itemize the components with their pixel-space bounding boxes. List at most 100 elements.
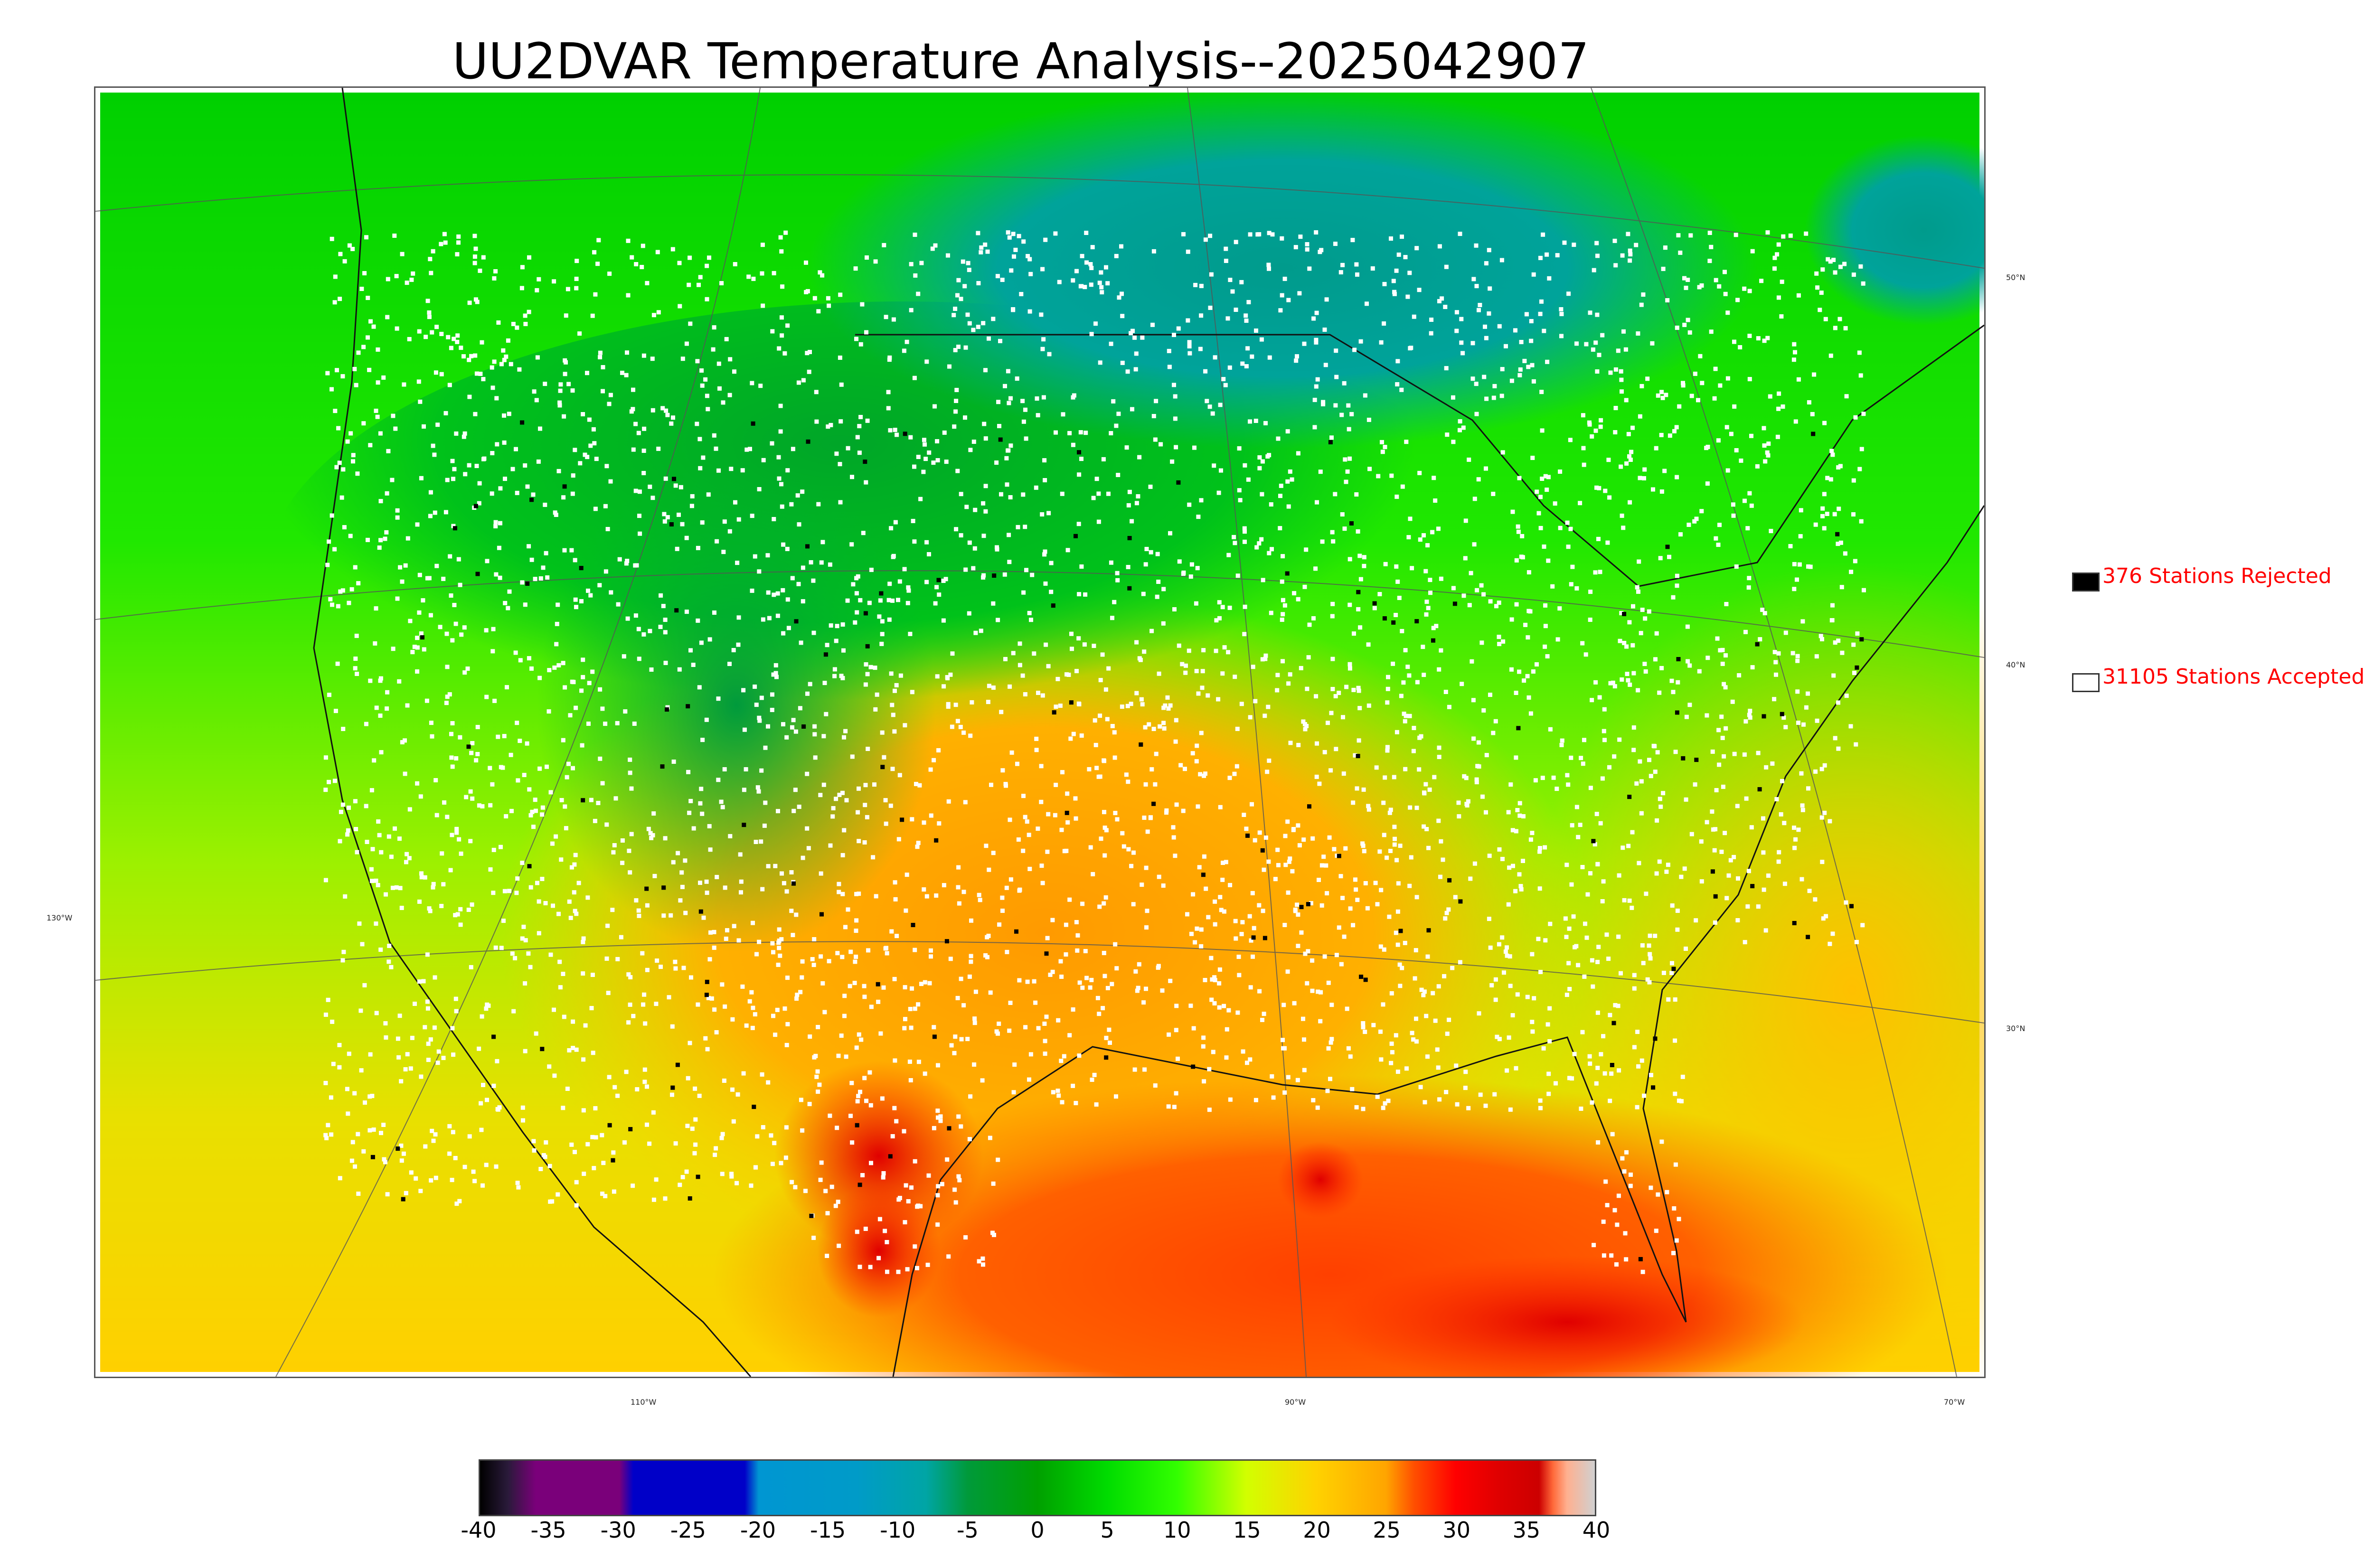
rejected-station-marker [1391, 620, 1396, 625]
rejected-station-marker [370, 1155, 375, 1159]
accepted-station-marker [1402, 712, 1406, 716]
accepted-station-marker [1558, 469, 1563, 474]
accepted-station-marker [1361, 1025, 1366, 1030]
accepted-station-marker [779, 1161, 783, 1165]
accepted-station-marker [371, 1127, 376, 1132]
accepted-station-marker [1040, 267, 1045, 272]
rejected-station-marker [805, 544, 810, 549]
accepted-station-marker [1366, 703, 1371, 708]
accepted-station-marker [1625, 672, 1630, 676]
accepted-station-marker [1166, 706, 1171, 711]
accepted-station-marker [1036, 826, 1040, 831]
accepted-station-marker [509, 808, 514, 813]
accepted-station-marker [632, 722, 637, 726]
accepted-station-marker [1415, 680, 1420, 685]
accepted-station-marker [829, 623, 833, 628]
accepted-station-marker [773, 1033, 778, 1037]
accepted-station-marker [1643, 616, 1648, 621]
accepted-station-marker [680, 884, 685, 889]
accepted-station-marker [473, 297, 478, 302]
accepted-station-marker [328, 597, 333, 601]
accepted-station-marker [756, 789, 761, 794]
accepted-station-marker [1319, 903, 1324, 908]
accepted-station-marker [924, 580, 929, 584]
accepted-station-marker [1401, 680, 1406, 685]
accepted-station-marker [1481, 708, 1486, 713]
rejected-station-marker [1151, 801, 1156, 806]
accepted-station-marker [1411, 749, 1416, 753]
accepted-station-marker [731, 648, 736, 652]
accepted-station-marker [1237, 446, 1242, 451]
accepted-station-marker [804, 260, 808, 265]
accepted-station-marker [1676, 680, 1680, 685]
accepted-station-marker [352, 366, 357, 371]
accepted-station-marker [650, 408, 655, 413]
accepted-station-marker [1602, 1071, 1607, 1076]
accepted-station-marker [1623, 1231, 1628, 1236]
accepted-station-marker [1622, 641, 1627, 645]
accepted-station-marker [1194, 601, 1198, 606]
accepted-station-marker [961, 730, 966, 735]
rejected-station-marker [1337, 854, 1341, 858]
rejected-station-marker [1431, 638, 1435, 643]
accepted-station-marker [563, 685, 567, 690]
colorbar-tick-label: 10 [1163, 1517, 1191, 1543]
accepted-station-marker [1543, 603, 1548, 608]
accepted-station-marker [1680, 1074, 1685, 1079]
accepted-station-marker [1337, 691, 1341, 695]
accepted-station-marker [386, 834, 391, 839]
accepted-station-marker [574, 286, 579, 291]
accepted-station-marker [563, 358, 567, 363]
accepted-station-marker [1532, 996, 1536, 1001]
accepted-station-marker [799, 640, 803, 645]
accepted-station-marker [902, 567, 907, 572]
accepted-station-marker [773, 663, 778, 667]
accepted-stations-label: 31105 Stations Accepted [2102, 665, 2365, 689]
accepted-station-marker [338, 839, 342, 844]
accepted-station-marker [553, 510, 557, 515]
accepted-station-marker [1830, 603, 1835, 608]
rejected-station-marker [1077, 450, 1081, 455]
accepted-station-marker [1857, 467, 1862, 471]
accepted-station-marker [858, 1089, 862, 1094]
accepted-station-marker [1541, 232, 1545, 237]
accepted-station-marker [330, 387, 334, 392]
accepted-station-marker [443, 411, 448, 415]
accepted-station-marker [1361, 1107, 1366, 1111]
accepted-station-marker [1428, 578, 1432, 582]
accepted-station-marker [863, 803, 867, 807]
accepted-station-marker [753, 554, 757, 559]
accepted-station-marker [1096, 519, 1101, 524]
accepted-station-marker [904, 1183, 908, 1188]
accepted-station-marker [1280, 293, 1284, 298]
accepted-station-marker [1290, 477, 1294, 482]
accepted-station-marker [501, 919, 506, 923]
accepted-station-marker [1745, 526, 1750, 531]
accepted-station-marker [1484, 261, 1488, 266]
accepted-station-marker [1296, 597, 1300, 601]
accepted-station-marker [905, 1267, 910, 1272]
accepted-station-marker [1513, 889, 1518, 893]
accepted-station-marker [1242, 813, 1246, 817]
accepted-station-marker [1176, 326, 1181, 331]
accepted-station-marker [1206, 915, 1211, 920]
accepted-station-marker [655, 250, 660, 254]
accepted-station-marker [1295, 354, 1299, 359]
accepted-station-marker [991, 685, 996, 690]
accepted-station-marker [1478, 303, 1482, 307]
accepted-station-marker [884, 821, 888, 826]
accepted-station-marker [1318, 250, 1322, 254]
accepted-station-marker [699, 787, 704, 791]
accepted-station-marker [1569, 582, 1573, 587]
accepted-station-marker [447, 692, 452, 697]
accepted-station-marker [1088, 845, 1093, 850]
accepted-station-marker [766, 590, 771, 595]
accepted-station-marker [1205, 399, 1209, 404]
accepted-station-marker [1302, 1068, 1307, 1072]
accepted-station-marker [1043, 549, 1047, 554]
rejected-station-marker [1176, 480, 1181, 485]
colorbar-tick-label: -20 [740, 1517, 776, 1543]
accepted-station-marker [569, 548, 574, 553]
accepted-station-marker [1572, 243, 1576, 247]
accepted-station-marker [507, 589, 512, 594]
